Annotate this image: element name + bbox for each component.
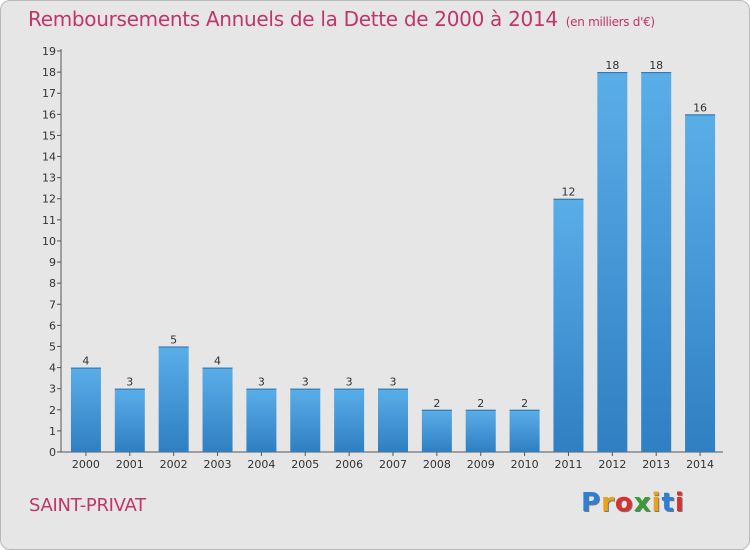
bar-2008 (421, 409, 452, 452)
bar-2009 (465, 409, 496, 452)
y-tick-label: 11 (42, 214, 56, 227)
y-tick-label: 16 (42, 108, 56, 121)
x-tick-label-2014: 2014 (686, 458, 714, 471)
y-tick-label: 0 (49, 446, 56, 459)
data-label-2005: 3 (302, 376, 309, 389)
y-tick-label: 14 (42, 151, 56, 164)
logo-letter: x (633, 488, 652, 518)
data-label-2007: 3 (390, 376, 397, 389)
data-label-2012: 18 (605, 59, 619, 72)
x-tick-label-2006: 2006 (335, 458, 363, 471)
bar-2002 (158, 346, 189, 452)
y-tick-label: 4 (49, 362, 56, 375)
logo-letter: i (651, 488, 662, 518)
y-tick-label: 13 (42, 172, 56, 185)
bar-2007 (378, 388, 408, 452)
bar-2010 (509, 409, 540, 452)
x-tick-label-2008: 2008 (423, 458, 451, 471)
commune-name: SAINT-PRIVAT (29, 495, 146, 516)
data-label-2003: 4 (214, 355, 221, 368)
x-tick-label-2009: 2009 (467, 458, 495, 471)
bar-2014 (685, 114, 716, 452)
y-tick-label: 12 (42, 193, 56, 206)
data-label-2001: 3 (126, 376, 133, 389)
bar-2013 (641, 72, 672, 453)
x-tick-label-2005: 2005 (291, 458, 319, 471)
bar-2004 (246, 388, 277, 452)
x-tick-label-2013: 2013 (642, 458, 670, 471)
bar-2011 (553, 198, 584, 452)
y-tick-label: 3 (49, 383, 56, 396)
data-label-2013: 18 (649, 59, 663, 72)
data-label-2010: 2 (521, 397, 528, 410)
y-tick-label: 15 (42, 129, 56, 142)
y-tick-label: 1 (49, 425, 56, 438)
y-tick-label: 10 (42, 235, 56, 248)
chart-title: Remboursements Annuels de la Dette de 20… (28, 7, 655, 31)
logo-letter: i (674, 488, 685, 518)
chart-unit: (en milliers d'€) (565, 15, 655, 29)
x-tick-label-2001: 2001 (116, 458, 144, 471)
bar-2006 (334, 388, 365, 452)
data-label-2008: 2 (433, 397, 440, 410)
x-tick-label-2000: 2000 (72, 458, 100, 471)
bar-2005 (290, 388, 321, 452)
x-tick-label-2011: 2011 (554, 458, 582, 471)
y-tick-label: 8 (49, 277, 56, 290)
logo-letter: t (661, 488, 675, 518)
bar-2001 (114, 388, 145, 452)
y-tick-label: 17 (42, 87, 56, 100)
x-tick-label-2004: 2004 (247, 458, 275, 471)
bar-2000 (70, 367, 101, 452)
y-tick-label: 19 (42, 45, 56, 58)
y-tick-label: 6 (49, 319, 56, 332)
data-label-2002: 5 (170, 333, 177, 346)
bar-2003 (202, 367, 233, 452)
y-tick-label: 9 (49, 256, 56, 269)
y-tick-label: 2 (49, 404, 56, 417)
x-tick-label-2007: 2007 (379, 458, 407, 471)
x-tick-label-2003: 2003 (204, 458, 232, 471)
x-tick-label-2002: 2002 (160, 458, 188, 471)
chart-title-text: Remboursements Annuels de la Dette de 20… (28, 7, 558, 31)
x-tick-label-2012: 2012 (598, 458, 626, 471)
data-label-2006: 3 (346, 376, 353, 389)
data-label-2004: 3 (258, 376, 265, 389)
data-label-2014: 16 (693, 101, 707, 114)
data-label-2009: 2 (477, 397, 484, 410)
data-label-2011: 12 (561, 186, 575, 199)
y-tick-label: 5 (49, 340, 56, 353)
data-label-2000: 4 (82, 355, 89, 368)
proxiti-logo: Proxiti (581, 488, 691, 524)
y-tick-label: 18 (42, 66, 56, 79)
y-tick-label: 7 (49, 298, 56, 311)
bar-2012 (597, 72, 628, 453)
logo-letter: o (614, 488, 634, 518)
logo-letter: P (581, 488, 602, 518)
x-tick-label-2010: 2010 (511, 458, 539, 471)
logo-letter: r (601, 488, 615, 518)
